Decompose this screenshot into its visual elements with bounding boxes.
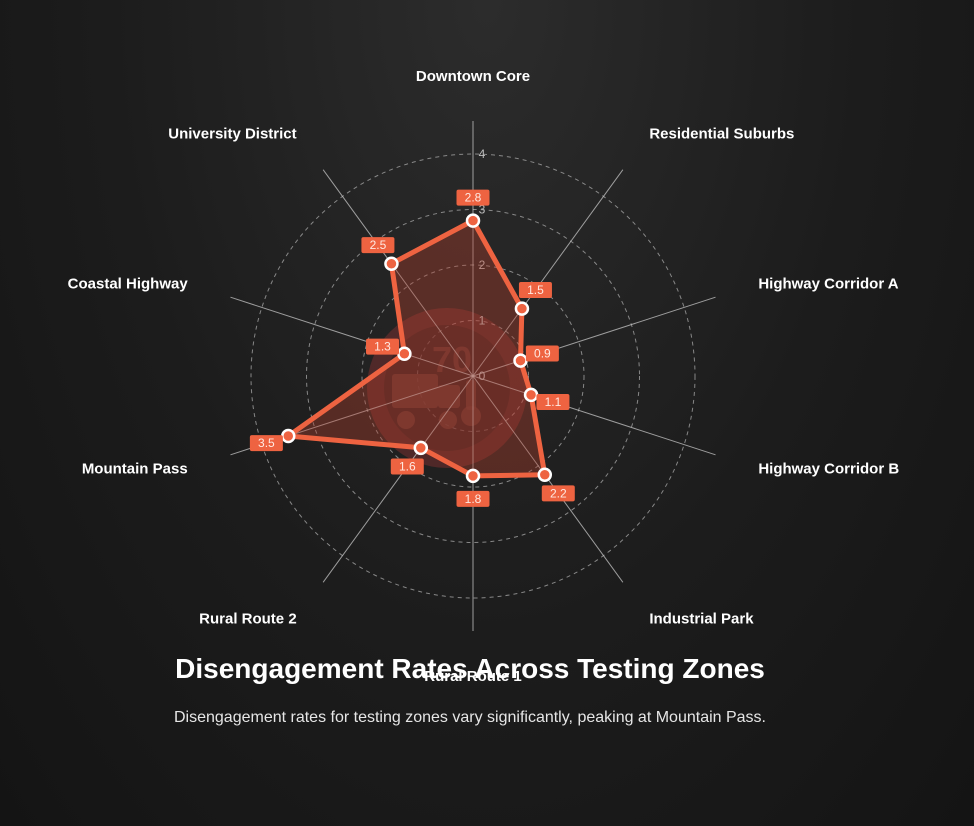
data-point [537,467,553,483]
series-shape [285,218,548,479]
category-axis-label: Highway Corridor B [758,461,899,478]
chart-subtitle: Disengagement rates for testing zones va… [173,709,766,726]
axis-spoke [322,375,474,583]
data-label-text: 3.5 [258,436,275,450]
data-point [514,301,530,316]
data-labels: 2.8 1.5 0.9 1.1 2.2 1.8 1.6 3.5 1.3 2.5 [249,189,575,507]
data-label-text: 1.8 [465,492,482,506]
category-axis-label: Coastal Highway [68,275,189,292]
data-label-box [361,237,395,254]
data-label-text: 0.9 [534,346,551,360]
radial-tick-label: 3 [479,203,486,217]
category-axis-label: Rural Route 1 [424,668,522,685]
data-label-text: 2.5 [370,238,387,252]
axis-spoke [230,296,474,377]
data-point [413,440,429,456]
data-label-text: 2.8 [465,191,482,205]
radial-tick-labels: 0 1 2 3 4 [479,147,486,383]
category-axis-label: Residential Suburbs [649,125,794,142]
series-markers [281,213,553,484]
grid-ring [417,320,529,432]
data-label-text: 1.5 [527,283,544,297]
data-label: 1.3 [366,338,400,355]
data-label: 1.8 [456,490,490,507]
data-label-box [366,338,400,355]
category-axis-label: Highway Corridor A [758,275,898,292]
radial-tick-label: 0 [479,369,486,383]
data-label-text: 2.2 [550,486,567,500]
category-axis-label: Rural Route 2 [199,611,297,628]
data-label: 1.6 [390,458,424,475]
data-point [281,428,296,444]
radial-tick-label: 1 [479,314,486,328]
data-label-box [541,485,575,502]
data-point [513,353,528,368]
data-label-text: 1.3 [374,340,391,354]
data-point [465,213,481,228]
data-label: 0.9 [525,345,559,362]
radial-tick-label: 4 [479,147,486,161]
data-label-text: 1.6 [399,459,416,473]
axis-spoke [472,169,624,377]
data-label-box [456,490,490,507]
category-axis-label: Industrial Park [649,611,754,628]
series-area [288,220,545,476]
axis-spoke [322,169,474,377]
data-label: 1.5 [518,282,552,299]
grid-ring [250,153,696,599]
data-point [465,468,481,484]
data-point [523,387,539,403]
data-label-box [390,458,424,475]
data-label-text: 1.1 [545,395,562,409]
category-axis-label: University District [168,125,296,142]
data-label-box [456,189,490,206]
chart-title: Disengagement Rates Across Testing Zones [175,653,765,684]
data-label-box [536,393,570,410]
data-point [384,256,399,271]
data-label: 1.1 [536,393,570,410]
data-label: 2.8 [456,189,490,206]
data-point [397,346,412,361]
axis-spoke [472,375,716,456]
data-label: 2.2 [541,485,575,502]
axis-spoke [472,296,716,377]
category-axis-label: Mountain Pass [82,461,188,478]
category-axis-labels: Downtown Core Residential Suburbs Highway … [68,68,900,685]
radial-tick-label: 2 [479,258,486,272]
data-label: 3.5 [249,435,283,452]
data-label: 2.5 [361,237,395,254]
data-label-box [525,345,559,362]
category-axis-label: Downtown Core [416,68,530,85]
data-label-box [518,282,552,299]
data-label-box [249,435,283,452]
